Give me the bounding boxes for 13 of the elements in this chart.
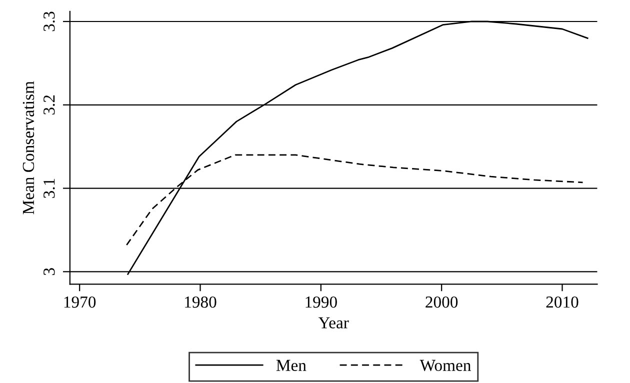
legend-label: Men: [276, 360, 306, 372]
x-tick-label: 2010: [546, 296, 578, 308]
x-tick-label: 1990: [306, 296, 337, 308]
y-tick-label: 3.1: [44, 178, 55, 198]
y-axis-title: Mean Conservatism: [22, 81, 34, 214]
x-tick-label: 2000: [426, 296, 458, 308]
y-tick-label: 3.2: [44, 95, 55, 115]
x-tick-label: 1970: [64, 296, 96, 308]
y-tick-label: 3: [44, 268, 55, 276]
legend-label: Women: [420, 360, 471, 372]
x-tick-label: 1980: [185, 296, 216, 308]
y-tick-label: 3.3: [44, 12, 55, 32]
x-axis-title: Year: [318, 317, 349, 328]
